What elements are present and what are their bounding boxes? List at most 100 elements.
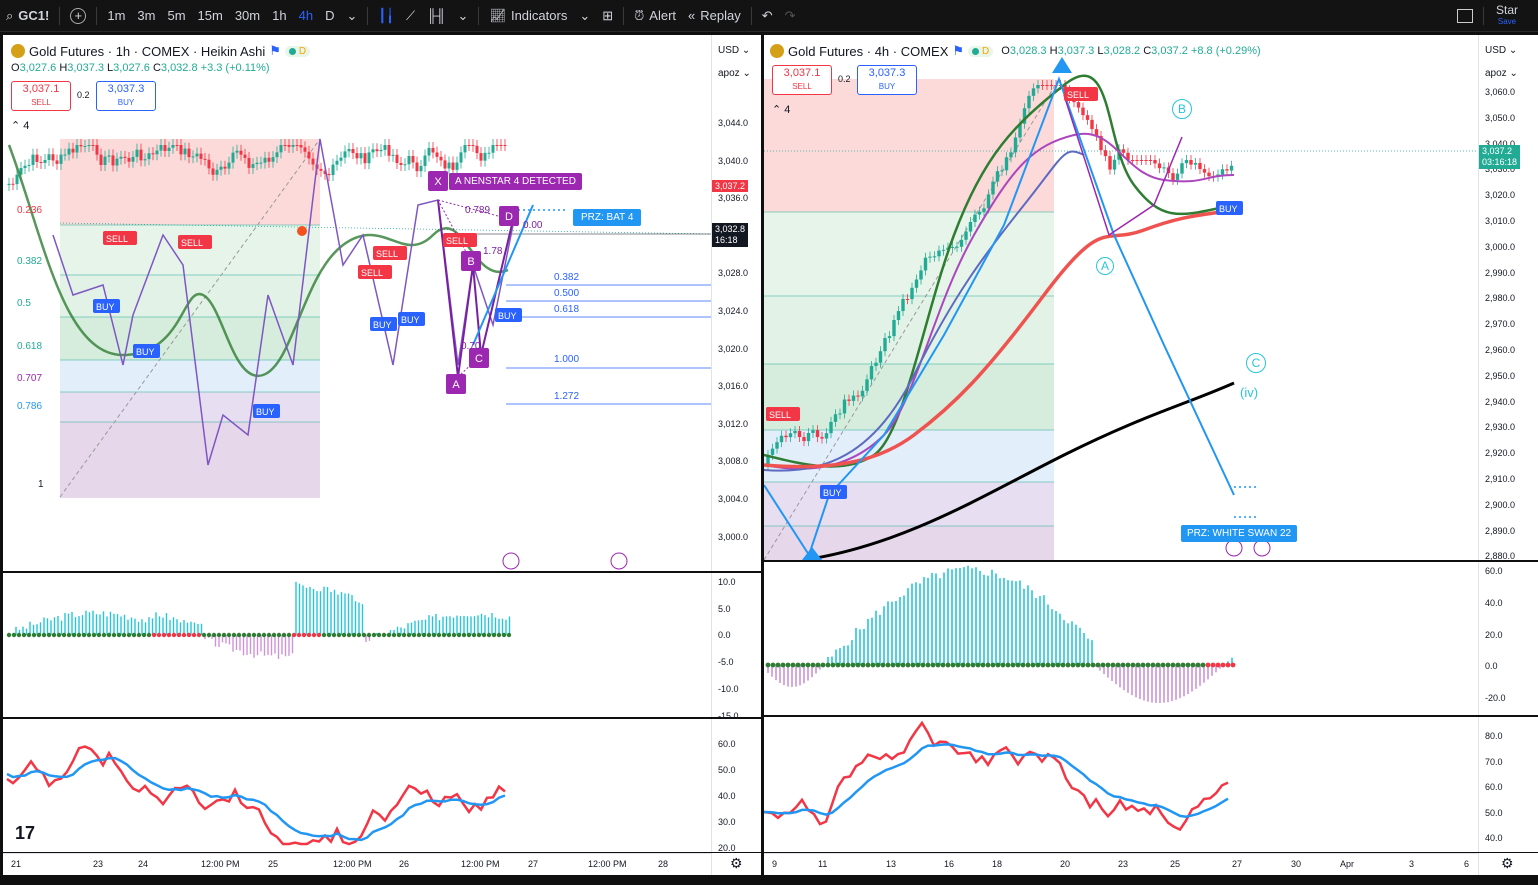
left-oscillator-axis[interactable]: 10.0 5.0 0.0 -5.0 -10.0 -15.0 xyxy=(711,573,761,721)
candle xyxy=(299,145,303,148)
candle xyxy=(982,208,986,212)
indicators-button[interactable]: 📈︎ Indicators xyxy=(489,7,568,24)
line-chart-icon: ⟋ xyxy=(406,7,416,23)
undo-button[interactable]: ↶ xyxy=(756,0,779,32)
right-settings-corner[interactable]: ⚙ xyxy=(1478,853,1538,875)
right-price-plot[interactable]: SELL SELL BUY BUY xyxy=(764,35,1478,560)
zero-dot xyxy=(1190,662,1196,668)
right-buy-button[interactable]: 3,037.3 BUY xyxy=(857,65,917,95)
harmonic-pattern xyxy=(1063,94,1183,237)
time-tick: Apr xyxy=(1340,859,1355,869)
candle xyxy=(1090,119,1094,130)
harmonic-point-label: B xyxy=(467,256,474,268)
oscillator-tick: -10.0 xyxy=(718,683,739,694)
currency-selector[interactable]: USD ⌄ xyxy=(718,45,751,56)
right-time-axis[interactable]: 9 11 13 16 18 20 23 25 27 30 Apr 3 6 xyxy=(764,853,1478,875)
signal-text: SELL xyxy=(106,234,128,244)
zero-dot xyxy=(1175,662,1181,668)
time-tick: 16 xyxy=(944,859,955,869)
candle xyxy=(271,157,275,162)
right-indicator-toggle[interactable]: ⌃ 4 xyxy=(772,104,791,116)
interval-4h[interactable]: 4h xyxy=(298,8,314,23)
interval-3m[interactable]: 3m xyxy=(137,8,156,23)
scale-selector[interactable]: apoz ⌄ xyxy=(1485,68,1518,79)
right-rsi-pane[interactable] xyxy=(764,717,1478,852)
zero-dot xyxy=(970,662,976,668)
zero-dot xyxy=(1200,662,1206,668)
left-time-axis[interactable]: 21 23 24 12:00 PM 25 12:00 PM 26 12:00 PM 27 12:0… xyxy=(3,853,711,875)
left-sell-button[interactable]: 3,037.1 SELL xyxy=(11,81,71,111)
chart-type-dropdown[interactable]: ⌄ xyxy=(452,0,475,32)
candle xyxy=(403,164,407,166)
fib-level-label: 0.382 xyxy=(17,256,43,267)
zero-dot xyxy=(481,632,487,638)
left-price-plot[interactable]: X A B C D 0.789 0.00 1.78 0.70 SELL SELL BUY BUY BUY S… xyxy=(3,35,711,571)
line-type-button[interactable]: ⟋ xyxy=(400,0,421,32)
candle xyxy=(163,145,167,152)
candle xyxy=(788,433,793,438)
left-settings-corner[interactable]: ⚙ xyxy=(711,853,761,875)
candle xyxy=(1126,152,1130,160)
indicators-dropdown[interactable]: ⌄ xyxy=(573,0,596,32)
zero-dot xyxy=(106,632,112,638)
layout-name[interactable]: Star Save xyxy=(1495,2,1518,26)
interval-dropdown[interactable]: ⌄ xyxy=(340,0,363,32)
right-sell-button[interactable]: 3,037.1 SELL xyxy=(772,65,832,95)
tradingview-logo[interactable]: 17 xyxy=(15,823,36,843)
candle xyxy=(1094,129,1099,136)
price-tick: 2,920.0 xyxy=(1485,448,1516,459)
right-chart-pane[interactable]: SELL SELL BUY BUY Gold Futures · 4h · COMEX… xyxy=(764,35,1478,560)
left-oscillator-pane[interactable] xyxy=(3,573,711,717)
candle xyxy=(842,399,847,414)
right-rsi-axis[interactable]: 80.0 70.0 60.0 50.0 40.0 xyxy=(1478,717,1538,852)
oscillator-tick: -5.0 xyxy=(718,657,734,668)
layout-button[interactable]: ⊞ xyxy=(596,0,619,32)
left-price-axis[interactable]: USD ⌄ apoz ⌄ 3,044.0 3,040.0 3,036.0 3,032.… xyxy=(711,35,761,571)
gear-icon[interactable]: ⚙ xyxy=(1501,855,1514,871)
zero-dot xyxy=(26,632,32,638)
fib-level-label: 0.236 xyxy=(17,205,43,216)
interval-1h[interactable]: 1h xyxy=(272,8,287,23)
zero-dot xyxy=(1085,662,1091,668)
right-oscillator-pane[interactable] xyxy=(764,562,1478,715)
bar-type-button[interactable]: ╟╢ xyxy=(421,0,451,32)
interval-15m[interactable]: 15m xyxy=(197,8,223,23)
currency-selector[interactable]: USD ⌄ xyxy=(1485,45,1518,56)
candle xyxy=(959,239,964,247)
candle-type-button[interactable]: ┃╽ xyxy=(372,0,400,32)
plus-icon: + xyxy=(70,7,87,24)
zero-dot xyxy=(86,632,92,638)
left-indicator-toggle[interactable]: ⌃ 4 xyxy=(11,120,30,132)
zero-dot xyxy=(1165,662,1171,668)
alert-button[interactable]: ⏰︎ Alert xyxy=(634,7,677,24)
interval-1m[interactable]: 1m xyxy=(107,8,126,23)
event-marker xyxy=(297,226,307,236)
split-view-button[interactable] xyxy=(1451,0,1479,32)
price-tick: 2,980.0 xyxy=(1485,293,1516,304)
right-price-axis[interactable]: USD ⌄ apoz ⌄ 3,060.0 3,050.0 3,040.0 3,030.… xyxy=(1478,35,1538,561)
interval-D[interactable]: D xyxy=(325,8,335,23)
candle xyxy=(323,170,327,174)
price-tick: 3,010.0 xyxy=(1485,216,1516,226)
zero-dot xyxy=(1150,662,1156,668)
zero-dot xyxy=(446,632,452,638)
signal-badge xyxy=(103,231,137,245)
interval-30m[interactable]: 30m xyxy=(234,8,261,23)
left-rsi-pane[interactable]: 17 xyxy=(3,719,711,852)
add-symbol-button[interactable]: + xyxy=(64,0,92,32)
zero-dot xyxy=(1120,662,1126,668)
candle xyxy=(910,287,914,300)
symbol-search[interactable]: ⌕ GC1! xyxy=(6,7,50,24)
scale-selector[interactable]: apoz ⌄ xyxy=(718,68,751,79)
replay-button[interactable]: «Replay xyxy=(688,8,741,23)
left-buy-button[interactable]: 3,037.3 BUY xyxy=(96,81,156,111)
right-oscillator-axis[interactable]: 60.0 40.0 20.0 0.0 -20.0 xyxy=(1478,562,1538,715)
redo-button[interactable]: ↷ xyxy=(779,0,802,32)
candle xyxy=(247,157,251,168)
left-rsi-axis[interactable]: 60.0 50.0 40.0 30.0 20.0 xyxy=(711,719,761,853)
interval-5m[interactable]: 5m xyxy=(167,8,186,23)
left-chart-pane[interactable]: X A B C D 0.789 0.00 1.78 0.70 SELL SELL BUY BUY BUY S… xyxy=(3,35,711,571)
candle xyxy=(243,154,247,158)
candle xyxy=(391,154,395,156)
gear-icon[interactable]: ⚙ xyxy=(730,855,743,871)
